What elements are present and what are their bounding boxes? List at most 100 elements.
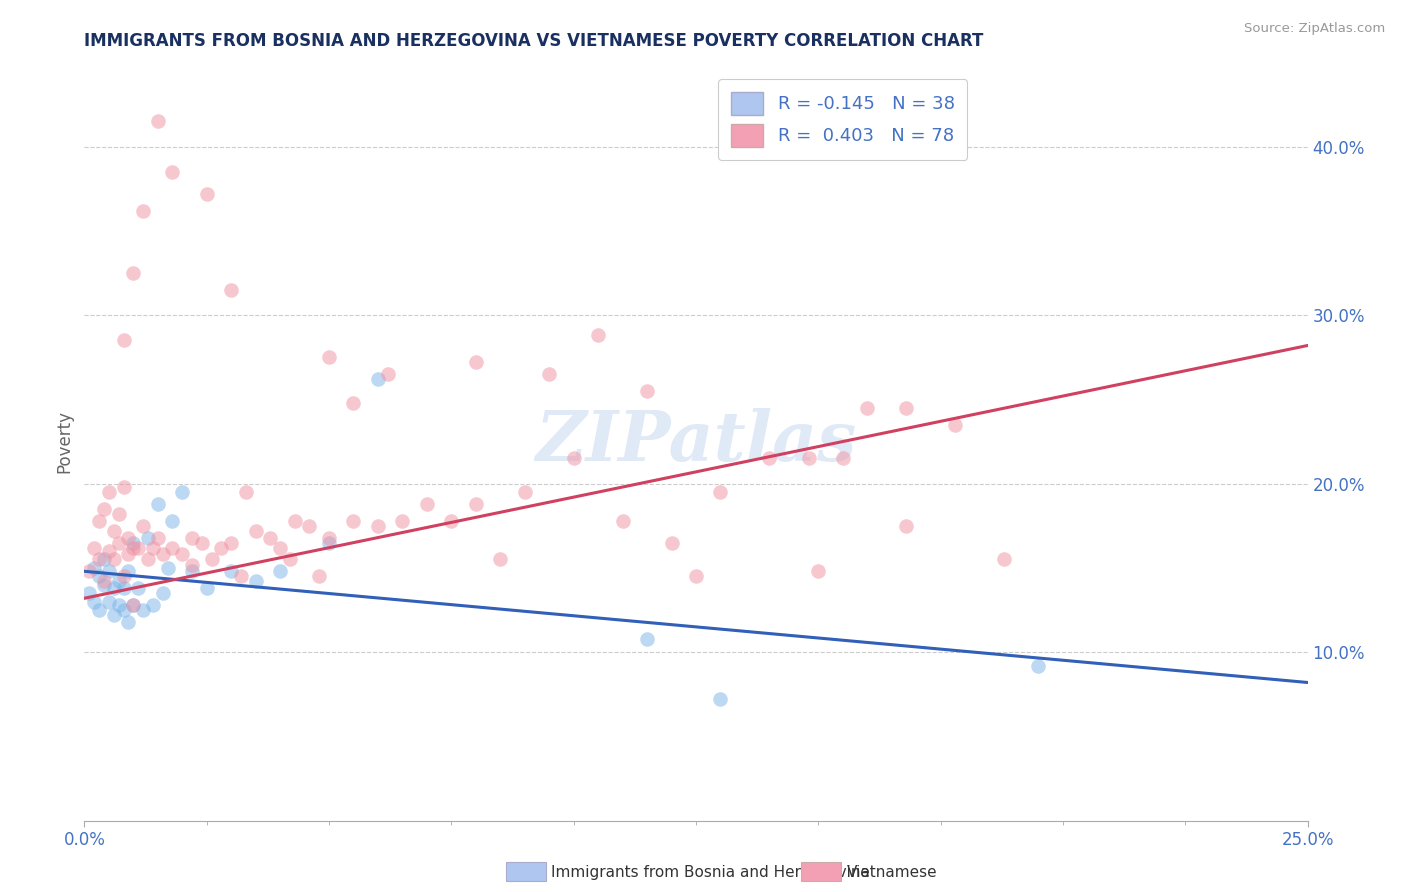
Point [245, 574, 267, 589]
Point [856, 401, 879, 415]
Point [200, 552, 222, 566]
Point [440, 514, 463, 528]
Point [152, 586, 174, 600]
Point [219, 283, 242, 297]
Text: Vietnamese: Vietnamese [846, 865, 936, 880]
Point [87, 603, 110, 617]
Point [146, 497, 169, 511]
Point [112, 569, 135, 583]
Point [636, 384, 658, 398]
Point [342, 514, 364, 528]
Point [97, 485, 120, 500]
Point [298, 518, 321, 533]
Point [709, 485, 731, 500]
Point [117, 531, 139, 545]
Point [93, 578, 115, 592]
Point [132, 203, 155, 218]
Point [758, 451, 780, 466]
Point [181, 564, 204, 578]
Point [122, 598, 145, 612]
Point [83, 594, 105, 608]
Point [513, 485, 536, 500]
Point [235, 485, 257, 500]
Text: Source: ZipAtlas.com: Source: ZipAtlas.com [1244, 22, 1385, 36]
Point [117, 615, 139, 629]
Point [97, 564, 120, 578]
Point [172, 548, 194, 562]
Point [1028, 658, 1050, 673]
Point [97, 594, 120, 608]
Point [943, 417, 966, 432]
Point [269, 541, 291, 555]
Point [245, 524, 267, 538]
Point [195, 186, 218, 201]
Point [896, 518, 918, 533]
Point [191, 535, 214, 549]
Point [562, 451, 585, 466]
Point [377, 367, 399, 381]
Point [146, 114, 169, 128]
Point [489, 552, 512, 566]
Point [181, 531, 204, 545]
Point [172, 485, 194, 500]
Point [87, 514, 110, 528]
Point [142, 541, 165, 555]
Point [152, 548, 174, 562]
Point [685, 569, 707, 583]
Point [127, 541, 149, 555]
Point [318, 351, 340, 365]
Point [112, 581, 135, 595]
Point [132, 603, 155, 617]
Point [464, 497, 486, 511]
Point [367, 518, 389, 533]
Point [586, 328, 609, 343]
Point [709, 692, 731, 706]
Point [112, 603, 135, 617]
Point [122, 598, 145, 612]
Point [636, 632, 658, 646]
Point [107, 598, 129, 612]
Point [117, 564, 139, 578]
Point [195, 581, 218, 595]
Point [416, 497, 439, 511]
Point [117, 548, 139, 562]
Point [807, 564, 830, 578]
Point [278, 552, 301, 566]
Point [259, 531, 281, 545]
Point [87, 569, 110, 583]
Point [391, 514, 413, 528]
Point [127, 581, 149, 595]
Point [77, 564, 100, 578]
Point [77, 586, 100, 600]
Point [107, 507, 129, 521]
Text: ZIPatlas: ZIPatlas [536, 408, 856, 475]
Point [112, 480, 135, 494]
Point [342, 396, 364, 410]
Point [181, 558, 204, 572]
Point [661, 535, 683, 549]
Point [229, 569, 252, 583]
Point [103, 608, 125, 623]
Point [308, 569, 330, 583]
Point [209, 541, 232, 555]
Point [93, 502, 115, 516]
Point [993, 552, 1015, 566]
Text: IMMIGRANTS FROM BOSNIA AND HERZEGOVINA VS VIETNAMESE POVERTY CORRELATION CHART: IMMIGRANTS FROM BOSNIA AND HERZEGOVINA V… [84, 32, 984, 50]
Point [318, 531, 340, 545]
Point [146, 531, 169, 545]
Point [83, 561, 105, 575]
Point [162, 165, 184, 179]
Point [219, 535, 242, 549]
Point [122, 266, 145, 280]
Point [831, 451, 853, 466]
Point [162, 541, 184, 555]
Point [367, 372, 389, 386]
Point [93, 574, 115, 589]
Point [97, 544, 120, 558]
Point [136, 552, 159, 566]
Point [156, 561, 179, 575]
Legend: R = -0.145   N = 38, R =  0.403   N = 78: R = -0.145 N = 38, R = 0.403 N = 78 [718, 79, 967, 160]
Point [284, 514, 307, 528]
Point [269, 564, 291, 578]
Point [464, 355, 486, 369]
